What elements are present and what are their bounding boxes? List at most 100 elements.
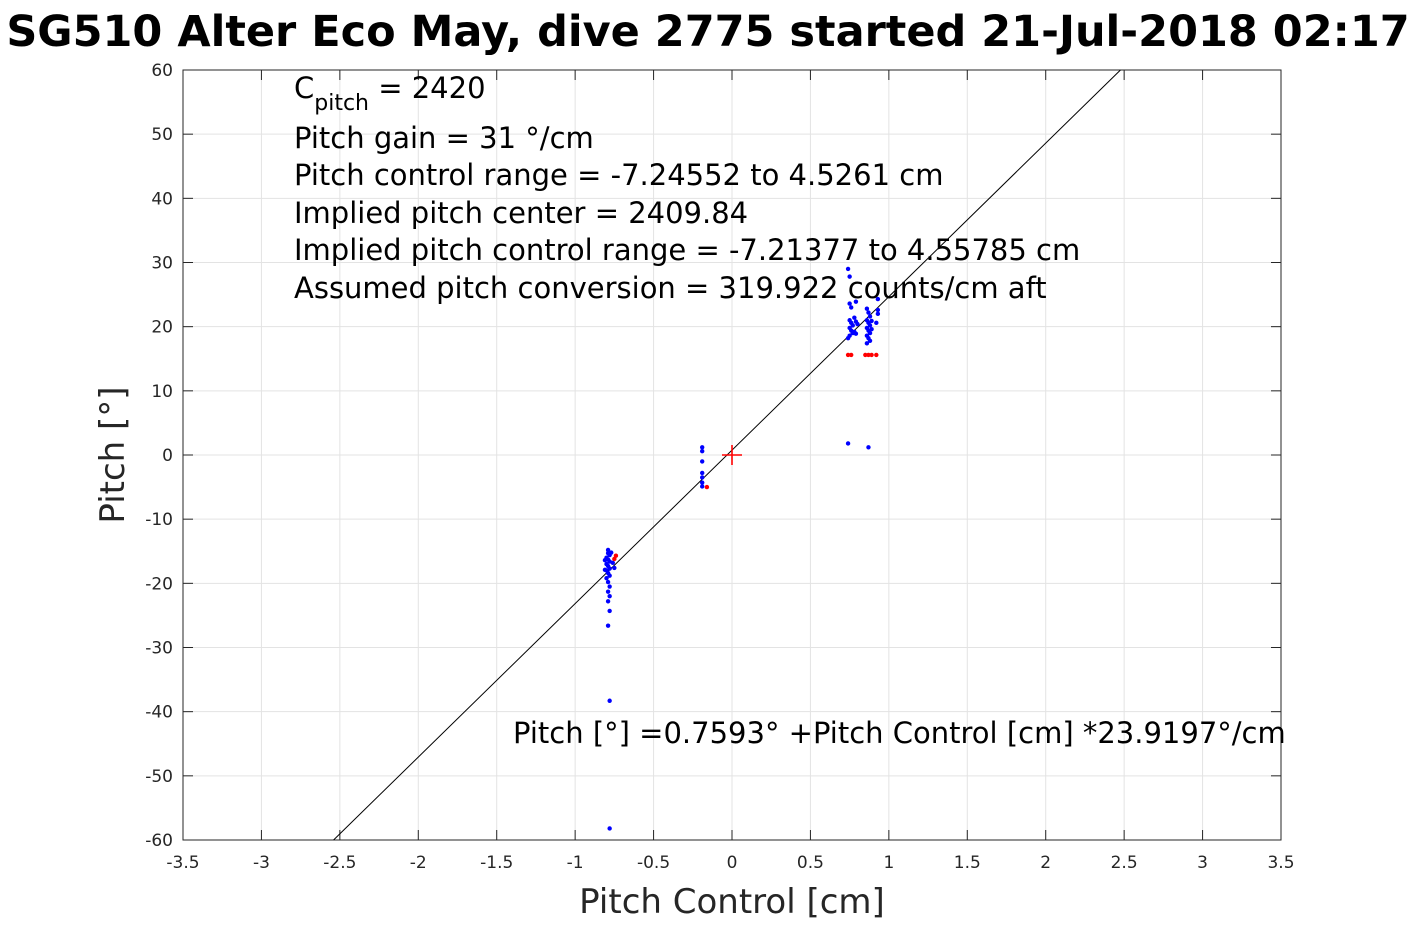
- data-point-blue: [607, 593, 612, 599]
- center-marker-group: [722, 445, 742, 465]
- data-point-blue: [699, 470, 705, 476]
- data-point-blue: [602, 558, 608, 563]
- data-point-blue: [699, 480, 705, 485]
- x-tick-label: -3: [253, 853, 270, 873]
- data-point-blue: [609, 550, 614, 555]
- data-point-blue: [607, 573, 612, 578]
- chart-title: SG510 Alter Eco May, dive 2775 started 2…: [6, 7, 1409, 57]
- y-tick-label: -50: [145, 767, 173, 787]
- data-point-blue: [869, 327, 874, 332]
- pitch-control-range-annotation: Pitch control range = -7.24552 to 4.5261…: [294, 158, 943, 192]
- y-tick-label: 0: [162, 446, 173, 466]
- data-point-red: [866, 352, 871, 358]
- data-point-blue: [605, 623, 611, 628]
- data-point-blue: [875, 296, 881, 302]
- x-tick-labels: -3.5 -3 -2.5 -2 -1.5 -1 -0.5 0 0.5 1 1.5 2 2.5 3 3.5: [166, 853, 1294, 873]
- data-point-blue: [855, 321, 860, 327]
- y-tick-label: 60: [151, 61, 173, 81]
- y-tick-label: -20: [145, 574, 173, 594]
- y-tick-label: 50: [151, 125, 173, 145]
- data-point-blue: [607, 608, 612, 614]
- x-tick-label: -2: [410, 853, 427, 873]
- x-tick-label: 3: [1197, 853, 1208, 873]
- x-tick-label: -2.5: [323, 853, 356, 873]
- data-point-blue: [845, 266, 851, 272]
- y-tick-label: -40: [145, 703, 173, 723]
- x-tick-label: 3.5: [1267, 853, 1294, 873]
- data-point-blue: [847, 274, 852, 279]
- data-point-blue: [853, 299, 859, 304]
- x-tick-label: 1.5: [954, 853, 981, 873]
- x-tick-label: 1: [883, 853, 894, 873]
- data-point-red: [869, 352, 874, 358]
- pitch-gain-annotation: Pitch gain = 31 °/cm: [294, 121, 594, 155]
- data-point-blue: [605, 589, 611, 594]
- fit-equation-annotation: Pitch [°] =0.7593° +Pitch Control [cm] *…: [513, 716, 1286, 750]
- data-point-blue: [607, 698, 612, 703]
- data-point-blue: [605, 547, 611, 553]
- x-tick-label: -3.5: [166, 853, 199, 873]
- axis-ticks: [182, 69, 1282, 841]
- data-point-blue: [850, 323, 855, 328]
- data-point-blue: [612, 565, 617, 571]
- c-pitch-symbol: C: [294, 71, 314, 105]
- x-tick-label: 2: [1040, 853, 1051, 873]
- x-tick-label: 0.5: [797, 853, 824, 873]
- data-point-blue: [845, 336, 851, 341]
- data-point-blue: [847, 301, 852, 306]
- data-point-blue: [874, 320, 879, 326]
- data-point-blue: [875, 311, 881, 317]
- data-point-blue: [849, 305, 854, 310]
- x-tick-label: -0.5: [637, 853, 670, 873]
- data-point-blue: [607, 826, 612, 831]
- y-tick-label: -30: [145, 639, 173, 659]
- data-point-blue: [605, 579, 611, 585]
- data-point-red: [863, 352, 868, 358]
- data-point-blue: [604, 576, 609, 581]
- y-tick-labels: 60 50 40 30 20 10 0 -10 -20 -30 -40 -50 -60: [145, 61, 173, 851]
- data-point-blue: [699, 459, 705, 464]
- x-tick-label: 2.5: [1111, 853, 1138, 873]
- data-point-blue: [867, 338, 873, 343]
- x-tick-label: -1.5: [480, 853, 513, 873]
- data-point-blue: [699, 475, 705, 480]
- data-point-blue: [864, 341, 870, 346]
- data-point-red: [612, 556, 617, 562]
- data-point-blue: [699, 484, 705, 489]
- implied-pitch-control-range-annotation: Implied pitch control range = -7.21377 t…: [294, 233, 1080, 267]
- data-point-blue: [699, 445, 705, 450]
- data-point-red: [849, 352, 854, 358]
- x-tick-label: -1: [567, 853, 584, 873]
- data-point-blue: [864, 306, 870, 311]
- y-tick-label: 30: [151, 254, 173, 274]
- y-tick-label: -60: [145, 831, 173, 851]
- y-axis-label: Pitch [°]: [93, 386, 133, 523]
- data-point-blue: [845, 441, 851, 446]
- data-point-blue: [866, 310, 871, 315]
- x-axis-label: Pitch Control [cm]: [579, 882, 885, 922]
- y-tick-label: 10: [151, 382, 173, 402]
- data-point-blue: [607, 584, 612, 589]
- data-point-blue: [852, 315, 857, 320]
- y-tick-label: -10: [145, 510, 173, 530]
- data-point-red: [845, 352, 851, 358]
- data-point-blue: [699, 448, 705, 454]
- data-point-red: [874, 352, 879, 358]
- y-tick-label: 40: [151, 189, 173, 209]
- data-point-blue: [867, 314, 873, 319]
- data-point-blue: [602, 567, 608, 573]
- assumed-pitch-conversion-annotation: Assumed pitch conversion = 319.922 count…: [294, 271, 1047, 305]
- y-tick-label: 20: [151, 318, 173, 338]
- c-pitch-value: = 2420: [369, 71, 486, 105]
- data-point-red: [704, 484, 710, 490]
- data-point-blue: [610, 560, 615, 565]
- c-pitch-annotation: Cpitch = 2420: [294, 71, 486, 116]
- implied-pitch-center-annotation: Implied pitch center = 2409.84: [294, 196, 748, 230]
- data-points: [602, 266, 881, 831]
- data-point-blue: [867, 323, 873, 328]
- c-pitch-subscript: pitch: [314, 91, 369, 116]
- data-point-blue: [869, 318, 874, 324]
- x-tick-label: 0: [727, 853, 738, 873]
- data-point-blue: [605, 599, 611, 604]
